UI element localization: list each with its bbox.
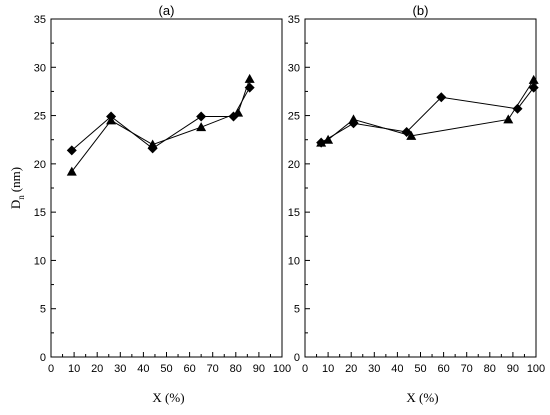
- chart0-y-tick-label: 20: [34, 159, 46, 171]
- chart1-y-tick-label: 30: [288, 62, 300, 74]
- chart0-x-tick-label: 10: [68, 363, 80, 375]
- chart1-title: (b): [413, 3, 429, 18]
- chart0-y-tick-label: 30: [34, 62, 46, 74]
- chart1-y-tick-label: 10: [288, 255, 300, 267]
- chart0-series-1-triangle-marker: [106, 115, 117, 125]
- chart0-y-tick-label: 25: [34, 111, 46, 123]
- chart1-y-tick-label: 0: [294, 352, 300, 364]
- chart0-y-tick-label: 0: [40, 352, 46, 364]
- chart0-x-tick-label: 60: [183, 363, 195, 375]
- chart1-y-tick-label: 25: [288, 111, 300, 123]
- chart1-y-tick-label: 15: [288, 207, 300, 219]
- chart0-y-tick-label: 15: [34, 207, 46, 219]
- chart1-x-tick-label: 40: [391, 363, 403, 375]
- chart0-x-tick-label: 70: [207, 363, 219, 375]
- chart1-series-0-line: [320, 87, 535, 144]
- chart0-x-tick-label: 50: [160, 363, 172, 375]
- chart0-series-1-triangle-marker: [244, 73, 255, 83]
- chart1-x-tick-label: 60: [437, 363, 449, 375]
- chart1-y-tick-label: 5: [294, 304, 300, 316]
- chart0-plot-frame: [50, 18, 283, 358]
- chart0-y-axis-symbol: D: [8, 200, 23, 209]
- chart1-series-1-triangle-marker: [406, 130, 417, 140]
- chart0-x-axis-label: X (%): [152, 390, 184, 405]
- chart0-x-tick-label: 30: [114, 363, 126, 375]
- chart0-series-1-triangle-marker: [196, 122, 207, 132]
- chart1-x-tick-label: 100: [527, 363, 545, 375]
- chart0-series-0-diamond-marker: [66, 145, 77, 156]
- chart0-series-1-triangle-marker: [147, 139, 158, 149]
- chart1-series-0-diamond-marker: [512, 103, 523, 114]
- chart0-x-tick-label: 80: [230, 363, 242, 375]
- chart1-series-1-triangle-marker: [323, 134, 334, 144]
- chart0-series-0-diamond-marker: [244, 82, 255, 93]
- chart1-series-1-triangle-marker: [348, 114, 359, 124]
- chart0-y-tick-label: 5: [40, 304, 46, 316]
- chart1-plot-frame: [304, 18, 537, 358]
- chart1-series-1-triangle-marker: [316, 137, 327, 147]
- chart1-x-tick-label: 10: [322, 363, 334, 375]
- chart0-y-axis-label: Dn (nm): [8, 167, 26, 209]
- chart0-x-tick-label: 90: [253, 363, 265, 375]
- chart1-x-tick-label: 30: [368, 363, 380, 375]
- chart0-y-tick-label: 35: [34, 14, 46, 26]
- chart0-series-1-line: [71, 78, 251, 172]
- chart1-x-tick-label: 20: [345, 363, 357, 375]
- chart0-y-tick-label: 10: [34, 255, 46, 267]
- chart1-series-0-diamond-marker: [436, 92, 447, 103]
- chart0-title: (a): [159, 3, 175, 18]
- chart1-x-tick-label: 80: [484, 363, 496, 375]
- chart1-series-1-triangle-marker: [503, 114, 514, 124]
- chart1-x-tick-label: 50: [414, 363, 426, 375]
- panel-a: 0 10 20 30 40 50 60 70 80 90 100 0 5 10 15 20 25 30 35 (a) X…: [8, 3, 291, 405]
- chart0-y-axis-unit: (nm): [8, 167, 23, 192]
- chart0-x-tick-label: 20: [91, 363, 103, 375]
- chart1-x-tick-label: 90: [507, 363, 519, 375]
- chart1-x-tick-label: 70: [461, 363, 473, 375]
- chart0-series-1-triangle-marker: [233, 107, 244, 117]
- chart0-series-1-triangle-marker: [66, 166, 77, 176]
- chart0-x-tick-label: 100: [273, 363, 291, 375]
- chart1-series-1-triangle-marker: [528, 74, 539, 84]
- chart1-series-0-diamond-marker: [528, 82, 539, 93]
- chart1-y-tick-label: 20: [288, 159, 300, 171]
- chart0-x-tick-label: 40: [137, 363, 149, 375]
- chart0-x-tick-label: 0: [48, 363, 54, 375]
- panel-b: 0 10 20 30 40 50 60 70 80 90 100 0 5 10 15 20 25 30 35 (b) X…: [288, 3, 545, 405]
- chart0-series-0-diamond-marker: [196, 111, 207, 122]
- chart1-y-tick-label: 35: [288, 14, 300, 26]
- chart1-x-axis-label: X (%): [406, 390, 438, 405]
- chart0-y-axis-subscript: n: [16, 195, 26, 200]
- chart1-x-tick-label: 0: [302, 363, 308, 375]
- chart1-series-0-diamond-marker: [401, 126, 412, 137]
